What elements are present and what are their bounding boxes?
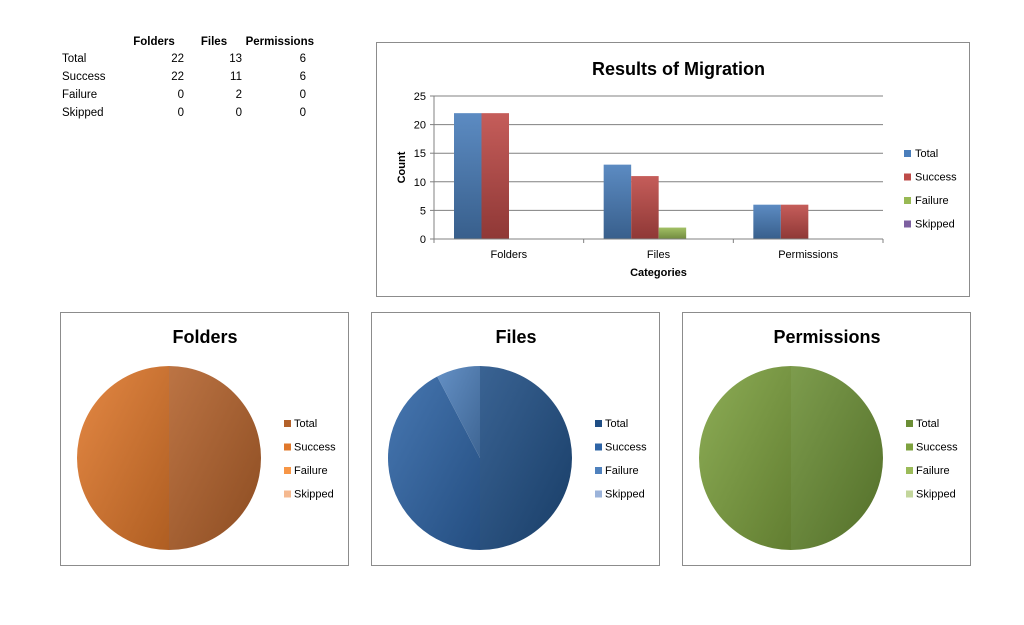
legend-swatch	[904, 173, 911, 181]
table-cell: 0	[235, 107, 242, 119]
table-row-label: Success	[62, 71, 106, 83]
legend-swatch	[284, 443, 291, 451]
table-header-cell: Folders	[133, 35, 175, 48]
legend-swatch	[904, 197, 911, 204]
legend-label: Failure	[294, 465, 328, 477]
table-cell: 0	[299, 107, 306, 119]
y-tick-label: 20	[414, 120, 426, 132]
table-cell: 11	[230, 71, 242, 83]
y-tick-label: 25	[414, 91, 426, 103]
legend-label: Skipped	[294, 489, 334, 501]
x-tick-label: Permissions	[778, 249, 838, 261]
legend-label: Total	[915, 148, 938, 160]
chart-title: Results of Migration	[592, 59, 765, 79]
legend-label: Success	[916, 442, 958, 454]
table-cell: 6	[299, 53, 306, 65]
folders-pie-svg: Folders Total Success Failure Skipped	[77, 327, 336, 550]
table-header-row: Folders Files Permissions	[62, 33, 314, 50]
legend-label: Failure	[915, 195, 949, 207]
files-pie-chart: Files Total Success Failure Skipped	[371, 312, 660, 566]
table-cell: 13	[229, 53, 242, 65]
legend-swatch	[906, 443, 913, 451]
y-tick-label: 5	[420, 205, 426, 217]
legend-swatch	[595, 420, 602, 427]
legend-label: Total	[294, 418, 317, 430]
pie-slice	[387, 376, 480, 550]
y-axis-label: Count	[396, 151, 408, 183]
pie-title: Folders	[172, 327, 237, 347]
table-cell: 22	[171, 71, 184, 83]
table-header-cell	[62, 33, 124, 50]
table-cell: 0	[177, 89, 184, 101]
bar	[753, 204, 781, 239]
y-tick-label: 15	[414, 148, 426, 160]
x-tick-label: Files	[647, 249, 671, 261]
legend-swatch	[284, 420, 291, 427]
table-row: Total 22 13 6	[62, 50, 314, 68]
table-row-label: Total	[62, 53, 87, 65]
permissions-pie-svg: Permissions Total Success Failure Skipped	[699, 327, 958, 550]
legend-swatch	[595, 467, 602, 474]
table-cell: 6	[299, 71, 306, 83]
legend-label: Skipped	[915, 219, 955, 231]
pie-slice	[699, 366, 791, 550]
table-row: Skipped 0 0 0	[62, 104, 314, 122]
folders-pie-chart: Folders Total Success Failure Skipped	[60, 312, 349, 566]
legend-label: Failure	[916, 465, 950, 477]
bar	[603, 164, 632, 239]
pie-slice	[77, 366, 169, 550]
migration-bar-chart: Results of Migration 0 5 10 15 20 25 Folders Fil…	[376, 42, 970, 297]
legend-label: Total	[605, 418, 628, 430]
legend-label: Skipped	[916, 489, 956, 501]
table-header-cell: Permissions	[245, 35, 314, 48]
legend-swatch	[595, 443, 602, 451]
pie-title: Files	[495, 327, 536, 347]
pie-title: Permissions	[773, 327, 880, 347]
pie-slice	[169, 366, 261, 550]
legend-label: Total	[916, 418, 939, 430]
legend-swatch	[284, 467, 291, 474]
legend-swatch	[906, 490, 913, 498]
legend-swatch	[284, 490, 291, 498]
bar-chart-svg: Results of Migration 0 5 10 15 20 25 Folders Fil…	[396, 59, 957, 279]
table-row: Success 22 11 6	[62, 68, 314, 86]
legend-swatch	[906, 420, 913, 427]
bar	[780, 204, 809, 239]
legend-label: Success	[605, 442, 647, 454]
table-cell: 2	[235, 89, 242, 101]
migration-data-table: Folders Files Permissions Total 22 13 6 …	[62, 33, 314, 122]
y-tick-label: 0	[420, 234, 426, 246]
table-cell: 22	[171, 53, 184, 65]
pie-slice	[480, 366, 572, 550]
table-cell: 0	[177, 107, 184, 119]
table-row: Failure 0 2 0	[62, 86, 314, 104]
y-tick-label: 10	[414, 177, 426, 189]
legend-swatch	[906, 467, 913, 474]
table-row-label: Skipped	[62, 107, 104, 119]
legend-label: Failure	[605, 465, 639, 477]
legend-swatch	[904, 220, 911, 228]
pie-slice	[437, 366, 480, 458]
pie-slice	[791, 366, 883, 550]
legend-label: Success	[915, 172, 957, 184]
x-axis-label: Categories	[630, 267, 687, 279]
legend-swatch	[595, 490, 602, 498]
legend-swatch	[904, 150, 911, 157]
files-pie-svg: Files Total Success Failure Skipped	[387, 327, 647, 550]
bar	[481, 113, 509, 239]
bar	[658, 227, 687, 239]
table-cell: 0	[299, 89, 306, 101]
legend-label: Skipped	[605, 489, 645, 501]
bar	[631, 176, 659, 239]
x-tick-label: Folders	[490, 249, 527, 261]
legend-label: Success	[294, 442, 336, 454]
bar	[454, 113, 482, 239]
permissions-pie-chart: Permissions Total Success Failure Skipped	[682, 312, 971, 566]
table-row-label: Failure	[62, 89, 98, 101]
table-header-cell: Files	[200, 35, 228, 48]
